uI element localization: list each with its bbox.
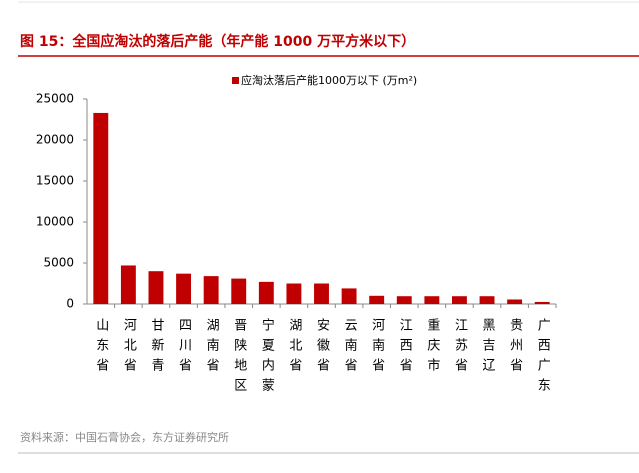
x-tick-label: 江西省 (397, 318, 413, 378)
x-tick-label: 湖北省 (286, 318, 302, 378)
x-tick-label: 河南省 (369, 318, 385, 378)
bar (148, 271, 164, 304)
y-tick-label: 0 (66, 297, 74, 311)
legend-swatch (232, 77, 239, 84)
y-tick-label: 5000 (43, 256, 74, 270)
x-tick-label: 云南省 (342, 318, 358, 378)
bar (341, 288, 357, 304)
x-tick-label: 湖南省 (204, 318, 220, 378)
chart-title: 图 15：全国应淘汰的落后产能（年产能 1000 万平方米以下） (20, 33, 415, 50)
bar (203, 276, 219, 304)
bar (286, 283, 302, 304)
bar (479, 296, 495, 304)
x-tick-label: 山东省 (93, 318, 109, 378)
x-tick-label: 重庆市 (424, 317, 440, 378)
bar (507, 299, 523, 304)
x-tick-label: 广西广东 (535, 318, 551, 398)
y-tick-label: 15000 (36, 174, 74, 188)
x-tick-label: 甘新青 (148, 318, 164, 378)
bar (176, 273, 192, 304)
bar (396, 296, 412, 304)
y-tick-label: 20000 (36, 133, 74, 147)
x-tick-label: 安徽省 (314, 318, 330, 378)
x-tick-label: 贵州省 (507, 318, 523, 378)
x-tick-label: 四川省 (176, 318, 192, 378)
x-tick-label: 晋陕地区 (231, 318, 247, 398)
x-tick-label: 黑吉辽 (480, 318, 496, 378)
bar (120, 265, 136, 304)
bar (231, 278, 247, 304)
x-tick-label: 江苏省 (452, 318, 468, 378)
bar (258, 281, 274, 304)
bar (314, 283, 329, 304)
bar (93, 112, 109, 304)
bar (534, 301, 550, 304)
x-tick-label: 河北省 (121, 318, 137, 378)
bar (369, 295, 385, 304)
y-tick-label: 25000 (36, 92, 74, 106)
source: 资料来源：中国石膏协会，东方证券研究所 (20, 430, 229, 444)
bar (424, 296, 440, 304)
y-tick-label: 10000 (36, 215, 74, 229)
bar (451, 296, 467, 304)
legend-label: 应淘汰落后产能1000万以下 (万m²) (241, 73, 417, 87)
x-tick-label: 宁夏内蒙 (259, 317, 275, 398)
